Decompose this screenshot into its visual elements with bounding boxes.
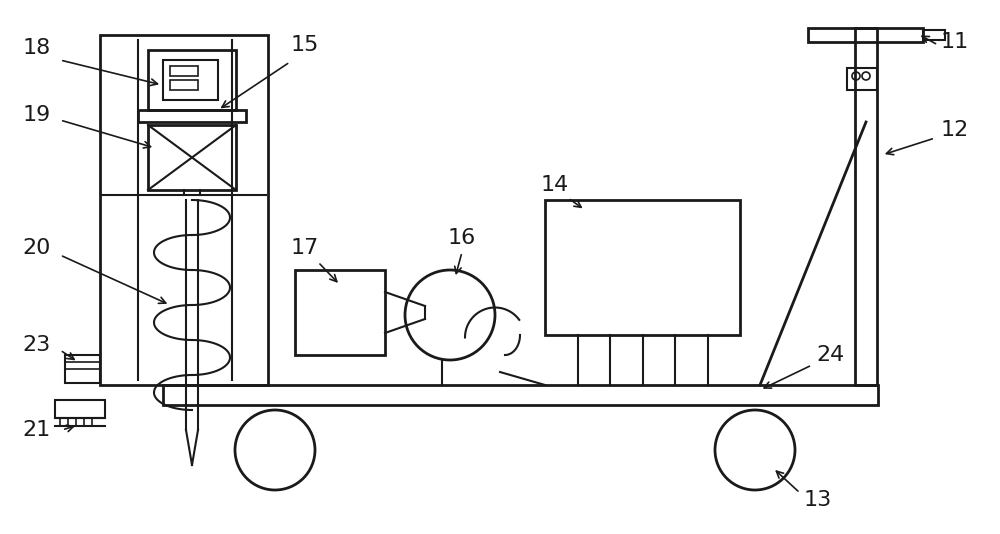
Bar (170, 66, 198, 76)
Text: 16: 16 (448, 228, 476, 248)
Bar (923, 30, 945, 40)
Text: 12: 12 (941, 120, 969, 140)
Bar (545, 200, 740, 335)
Bar (170, 80, 198, 90)
Text: 24: 24 (816, 345, 844, 365)
Text: 17: 17 (291, 238, 319, 258)
Text: 19: 19 (23, 105, 51, 125)
Text: 20: 20 (23, 238, 51, 258)
Bar (148, 50, 236, 110)
Bar (65, 355, 100, 383)
Bar (100, 35, 268, 385)
Bar (138, 110, 246, 122)
Bar (847, 68, 877, 90)
Bar (295, 270, 385, 355)
Bar (148, 125, 236, 190)
Bar (163, 60, 218, 100)
Text: 15: 15 (291, 35, 319, 55)
Text: 14: 14 (541, 175, 569, 195)
Text: 11: 11 (941, 32, 969, 52)
Text: 21: 21 (23, 420, 51, 440)
Bar (855, 28, 877, 385)
Bar (55, 400, 105, 418)
Text: 23: 23 (23, 335, 51, 355)
Bar (808, 28, 923, 42)
Bar (163, 385, 878, 405)
Text: 18: 18 (23, 38, 51, 58)
Text: 13: 13 (804, 490, 832, 510)
